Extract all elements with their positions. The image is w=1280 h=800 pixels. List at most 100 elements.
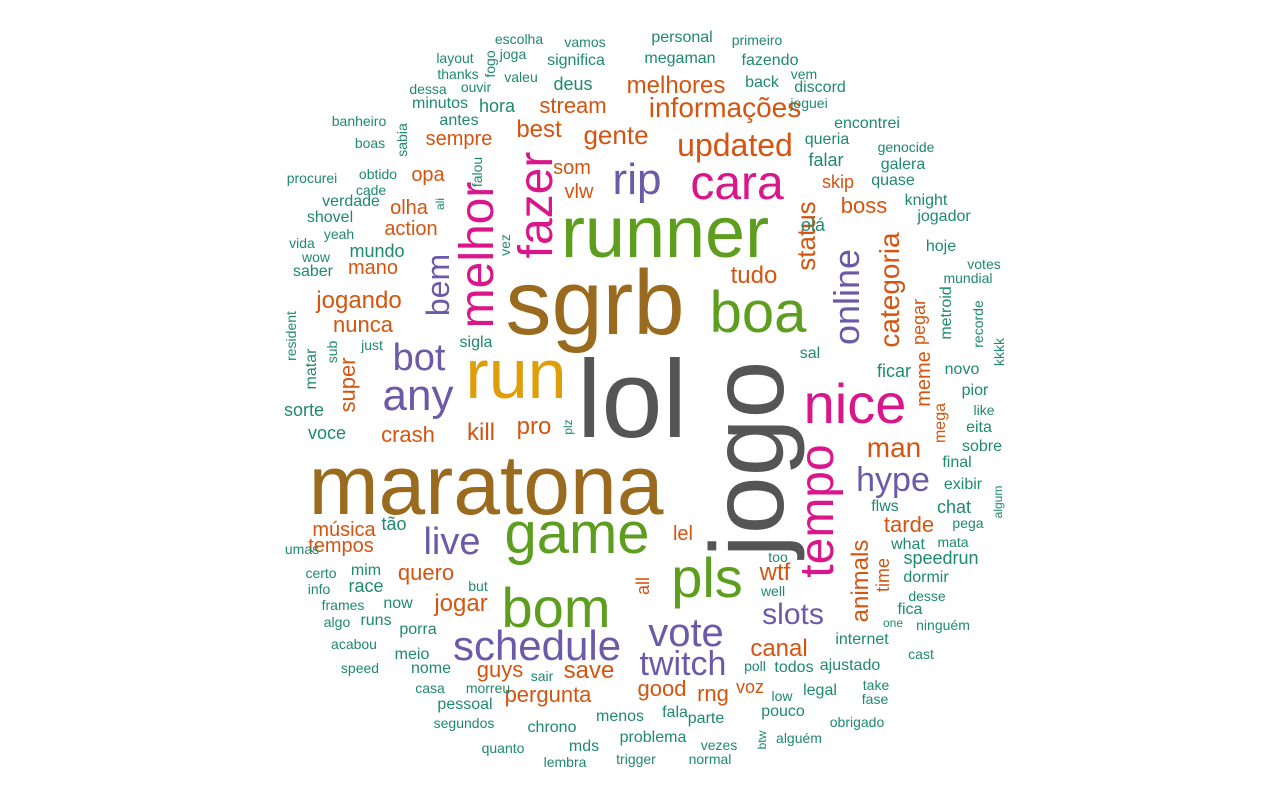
word-60: lel [672,523,694,545]
word-143: chat [936,497,972,517]
word-84: dessa [409,81,447,97]
word-82: valeu [504,69,538,85]
word-33: som [553,157,591,179]
word-88: discord [794,79,846,96]
word-94: encontrei [834,115,900,132]
word-105: quase [871,172,915,189]
word-101: obtido [358,166,398,182]
word-12: cara [690,157,784,210]
word-34: vlw [564,181,594,203]
word-1: jogo [690,360,806,558]
word-86: back [745,74,779,91]
word-27: updated [677,127,793,163]
word-103: cade [355,182,387,198]
word-198: trigger [616,751,656,767]
word-37: action [384,218,438,240]
word-182: fase [861,691,889,707]
word-136: eita [966,419,992,436]
word-120: mundial [943,270,993,286]
word-95: sabia [394,123,410,157]
word-176: ajustado [819,657,881,674]
word-154: info [307,581,331,597]
word-183: pessoal [437,696,493,713]
word-187: parte [687,710,725,727]
word-45: status [791,201,821,271]
word-172: nome [410,660,452,677]
word-46: tudo [730,262,778,289]
word-89: minutos [411,95,469,112]
word-57: tempos [308,535,374,557]
word-169: meio [394,646,430,663]
word-19: any [382,371,454,420]
word-140: exibir [943,476,983,493]
word-64: guys [476,657,524,682]
word-166: ninguém [916,617,970,633]
word-97: queria [804,131,850,148]
word-189: obrigado [829,714,885,730]
word-168: internet [835,631,889,648]
word-109: shovel [306,209,354,226]
word-133: sorte [283,400,325,420]
word-185: segundos [433,715,495,731]
word-66: good [637,676,687,701]
word-121: metroid [938,286,955,340]
word-75: layout [436,50,474,66]
word-111: yeah [323,226,355,242]
word-157: well [760,583,786,599]
word-142: flws [871,498,899,515]
word-104: falou [469,156,485,188]
word-8: pls [671,546,743,609]
word-20: bot [392,337,446,379]
word-119: saber [292,263,334,280]
word-58: quero [397,560,455,585]
word-55: time [873,557,893,593]
word-135: plz [561,419,575,435]
word-53: tarde [883,512,935,537]
word-62: canal [750,635,808,662]
word-124: sub [324,340,340,364]
word-197: lembra [543,754,587,770]
word-194: vezes [700,737,738,753]
word-74: primeiro [731,32,783,48]
word-107: ali [433,197,447,211]
word-83: fazendo [741,52,799,69]
word-5: run [465,335,567,413]
word-150: speedrun [903,548,979,568]
word-67: rng [697,681,729,706]
word-7: bom [501,576,611,639]
word-25: bem [420,253,456,317]
word-43: kill [467,419,495,446]
word-177: casa [415,680,445,696]
word-125: just [361,337,383,353]
word-126: sigla [459,334,493,351]
word-137: voce [307,423,347,443]
word-128: sal [799,345,821,362]
word-178: morreu [465,680,511,696]
word-141: algum [991,485,1005,519]
word-39: jogando [316,287,402,314]
word-106: verdade [322,193,380,210]
word-123: resident [283,311,299,361]
word-72: vamos [564,34,606,50]
word-115: hoje [925,238,957,255]
word-179: take [862,677,890,693]
word-186: menos [595,708,645,725]
word-54: animals [847,539,874,623]
word-63: save [563,657,615,684]
word-96: boas [354,135,386,151]
word-158: desse [908,588,946,604]
word-195: btw [755,730,769,750]
word-162: algo [323,614,351,630]
word-167: acabou [331,636,377,652]
word-44: pro [516,413,552,440]
word-92: banheiro [331,113,387,129]
word-98: genocide [877,139,935,155]
word-80: thanks [437,66,479,82]
word-16: schedule [452,622,622,669]
word-15: rip [612,155,662,204]
word-116: wow [301,249,331,265]
word-171: speed [340,660,380,676]
word-155: race [348,576,384,596]
word-117: mundo [349,241,405,261]
word-85: deus [553,74,593,94]
